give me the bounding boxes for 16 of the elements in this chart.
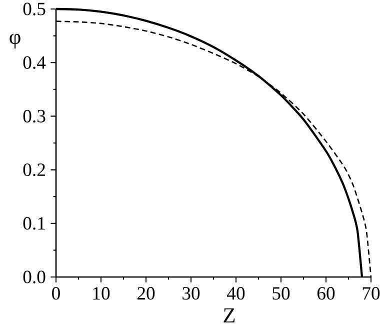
x-tick-label: 0 bbox=[52, 287, 60, 300]
x-tick-label: 60 bbox=[317, 287, 335, 300]
y-axis-title: φ bbox=[10, 34, 20, 48]
x-tick-label: 40 bbox=[227, 287, 245, 300]
x-axis-title: Z bbox=[224, 308, 235, 322]
y-tick-label: 0.4 bbox=[23, 56, 46, 69]
x-tick-label: 50 bbox=[272, 287, 290, 300]
x-tick-label: 70 bbox=[362, 287, 380, 300]
x-tick-label: 20 bbox=[137, 287, 155, 300]
y-tick-label: 0.2 bbox=[23, 163, 45, 176]
y-tick-label: 0.1 bbox=[23, 217, 45, 230]
y-tick-label: 0.0 bbox=[23, 270, 46, 284]
x-tick-label: 10 bbox=[93, 287, 110, 300]
y-tick-label: 0.5 bbox=[23, 2, 46, 16]
y-tick-label: 0.3 bbox=[23, 110, 46, 123]
x-tick-label: 30 bbox=[182, 287, 200, 300]
